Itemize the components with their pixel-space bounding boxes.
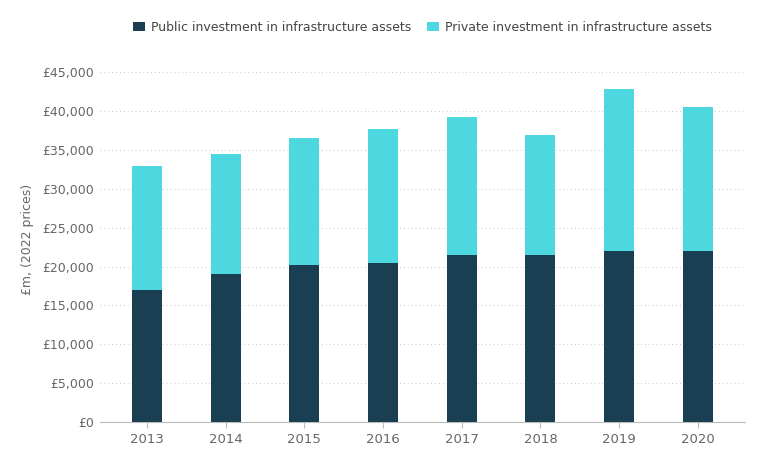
Bar: [368, 129, 398, 263]
Bar: [210, 154, 240, 274]
Bar: [604, 251, 634, 422]
Bar: [447, 118, 477, 255]
Bar: [290, 138, 319, 265]
Bar: [604, 90, 634, 251]
Bar: [210, 274, 240, 422]
Bar: [447, 255, 477, 422]
Bar: [683, 251, 713, 422]
Bar: [525, 135, 555, 255]
Bar: [368, 263, 398, 422]
Bar: [132, 165, 162, 290]
Y-axis label: £m, (2022 prices): £m, (2022 prices): [22, 184, 35, 295]
Bar: [290, 265, 319, 422]
Bar: [683, 107, 713, 251]
Bar: [132, 290, 162, 422]
Bar: [525, 255, 555, 422]
Legend: Public investment in infrastructure assets, Private investment in infrastructure: Public investment in infrastructure asse…: [127, 16, 717, 39]
